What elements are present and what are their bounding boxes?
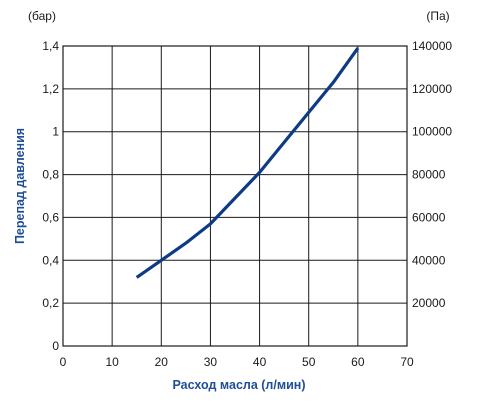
x-axis-ticks: 0 10 20 30 40 50 60 70: [60, 355, 414, 369]
y-axis-right-ticks: 20000 40000 60000 80000 100000 120000 140000: [412, 39, 452, 310]
x-tick-label: 70: [400, 355, 414, 369]
y-tick-label: 1,4: [42, 39, 59, 53]
y-tick-label: 1: [52, 125, 59, 139]
x-tick-label: 30: [204, 355, 218, 369]
y2-tick-label: 40000: [412, 253, 446, 267]
y-tick-label: 0,4: [42, 253, 59, 267]
y2-tick-label: 20000: [412, 296, 446, 310]
x-tick-label: 20: [155, 355, 169, 369]
y-axis-right-unit: (Па): [426, 9, 449, 23]
y-tick-label: 1,2: [42, 82, 59, 96]
y-tick-label: 0: [52, 339, 59, 353]
y-axis-title: Перепад давления: [13, 128, 27, 244]
y-axis-left-ticks: 0 0,2 0,4 0,6 0,8 1 1,2 1,4: [42, 39, 59, 353]
x-tick-label: 10: [105, 355, 119, 369]
x-tick-label: 50: [302, 355, 316, 369]
x-axis-title: Расход масла (л/мин): [172, 378, 305, 392]
series-line: [135, 47, 360, 279]
y2-tick-label: 140000: [412, 39, 452, 53]
plot-frame: [62, 45, 408, 347]
y-axis-left-unit: (бар): [28, 9, 56, 23]
y2-tick-label: 100000: [412, 125, 452, 139]
x-tick-label: 60: [351, 355, 365, 369]
x-tick-label: 40: [253, 355, 267, 369]
y-tick-label: 0,2: [42, 296, 59, 310]
y2-tick-label: 80000: [412, 168, 446, 182]
grid: [62, 45, 408, 347]
series-layer: [135, 47, 360, 279]
y2-tick-label: 60000: [412, 210, 446, 224]
x-tick-label: 0: [60, 355, 67, 369]
y2-tick-label: 120000: [412, 82, 452, 96]
y-tick-label: 0,8: [42, 168, 59, 182]
y-tick-label: 0,6: [42, 210, 59, 224]
